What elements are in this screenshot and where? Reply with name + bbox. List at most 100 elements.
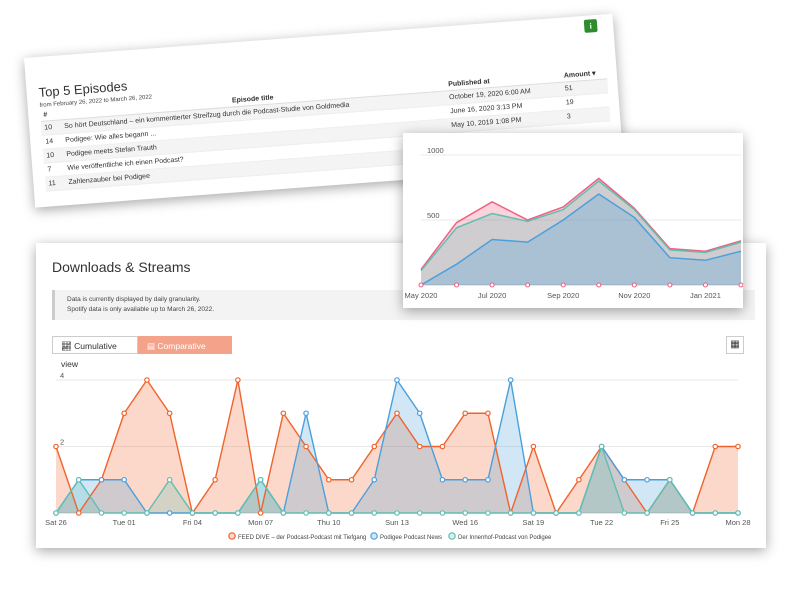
data-point <box>416 510 423 516</box>
data-point <box>121 510 128 516</box>
data-point <box>257 510 264 516</box>
legend-label: FEED DIVE – der Podcast-Podcast mit Tief… <box>238 535 366 541</box>
data-point <box>166 510 173 516</box>
x-tick-label: Fri 25 <box>660 518 679 527</box>
legend-marker <box>228 532 236 540</box>
cumulative-view-button[interactable]: 📈︎ Cumulative view <box>52 336 138 369</box>
data-point <box>144 510 150 516</box>
data-point <box>394 410 400 417</box>
data-point <box>166 476 173 483</box>
baseline-point <box>631 282 637 288</box>
comparative-view-label: Comparative view <box>147 341 206 369</box>
data-point <box>75 476 82 483</box>
data-point <box>598 443 605 450</box>
x-tick-label: May 2020 <box>405 291 438 300</box>
x-tick-label: Mon 28 <box>725 518 750 527</box>
data-point <box>303 510 309 516</box>
x-tick-label: Wed 16 <box>452 518 478 527</box>
data-point <box>439 443 446 450</box>
data-point <box>462 410 469 417</box>
data-point <box>394 377 400 383</box>
data-point <box>644 476 650 483</box>
data-point <box>530 443 537 450</box>
x-tick-label: Nov 2020 <box>618 291 650 300</box>
data-point <box>485 476 491 483</box>
data-point <box>371 476 378 483</box>
x-tick-label: Mon 07 <box>248 518 273 527</box>
notice-line-granularity: Data is currently displayed by daily gra… <box>67 296 201 303</box>
data-point <box>689 510 696 516</box>
data-point <box>235 510 241 516</box>
data-point <box>416 410 423 417</box>
data-point <box>75 510 82 516</box>
zoomed-chart-card: 1000 500 May 2020 Jul 2020 Sep 2020 Nov 2020 J… <box>403 133 743 308</box>
x-tick-label: Tue 22 <box>590 518 613 527</box>
data-point <box>371 510 378 516</box>
area-chart-icon: ▤ <box>147 341 156 351</box>
data-point <box>462 510 469 516</box>
data-point <box>735 443 741 450</box>
comparative-view-button[interactable]: ▤ Comparative view <box>138 336 232 369</box>
data-point <box>303 443 309 450</box>
data-point <box>644 510 650 516</box>
series-area-0 <box>56 380 738 513</box>
x-tick-label: Sun 13 <box>385 518 409 527</box>
data-point <box>371 443 378 450</box>
legend-marker <box>448 532 456 540</box>
series-line-1 <box>420 180 742 272</box>
series-area-2 <box>421 194 741 285</box>
data-point <box>576 510 582 516</box>
baseline-point <box>738 282 743 288</box>
y-tick-label: 4 <box>60 371 64 380</box>
legend-marker <box>370 532 378 540</box>
zoomed-area-chart: 1000 500 May 2020 Jul 2020 Sep 2020 Nov 2020 J… <box>405 146 743 300</box>
data-point <box>98 510 105 516</box>
series-area-0 <box>421 178 741 285</box>
baseline-point <box>489 282 495 288</box>
table-icon[interactable]: ▦ <box>726 336 744 354</box>
data-point <box>235 377 241 383</box>
data-point <box>485 510 491 516</box>
data-point <box>485 410 491 417</box>
data-point <box>212 510 218 516</box>
downloads-title: Downloads & Streams <box>52 259 191 275</box>
data-point <box>348 510 355 516</box>
x-tick-label: Sat 26 <box>45 518 67 527</box>
baseline-point <box>667 282 673 288</box>
x-tick-label: Tue 01 <box>113 518 136 527</box>
data-point <box>303 410 309 417</box>
y-tick-label: 500 <box>427 211 440 220</box>
data-point <box>98 476 105 483</box>
y-tick-label: 1000 <box>427 146 444 155</box>
data-point <box>621 510 628 516</box>
data-point <box>416 443 423 450</box>
data-point <box>348 476 355 483</box>
series-area-1 <box>421 181 741 285</box>
data-point <box>166 410 173 417</box>
x-tick-label: Jan 2021 <box>690 291 721 300</box>
series-area-2 <box>56 446 738 513</box>
data-point <box>621 476 628 483</box>
legend-label: Podigee Podcast News <box>380 535 442 541</box>
data-point <box>121 410 128 417</box>
legend-label: Der Innenhof-Podcast von Podigee <box>458 535 552 541</box>
baseline-point <box>525 282 531 288</box>
data-point <box>507 377 514 383</box>
data-point <box>325 510 332 516</box>
x-tick-label: Jul 2020 <box>478 291 506 300</box>
series-line-2 <box>420 193 742 286</box>
rank-cell: 11 <box>45 175 66 192</box>
data-point <box>439 510 446 516</box>
x-tick-label: Fri 04 <box>183 518 202 527</box>
downloads-chart: 4 2 Sat 26 Tue 01 Fri 04 Mon 07 Thu 10 Sun 13 We… <box>45 371 750 541</box>
data-point <box>576 476 582 483</box>
data-point <box>530 510 537 516</box>
data-point <box>735 510 741 516</box>
baseline-point <box>454 282 460 288</box>
x-tick-label: Sep 2020 <box>547 291 579 300</box>
notice-line-spotify: Spotify data is only available up to Mar… <box>67 306 215 313</box>
data-point <box>712 510 719 516</box>
data-point <box>280 410 287 417</box>
info-icon[interactable]: i <box>583 18 598 33</box>
data-point <box>462 476 469 483</box>
